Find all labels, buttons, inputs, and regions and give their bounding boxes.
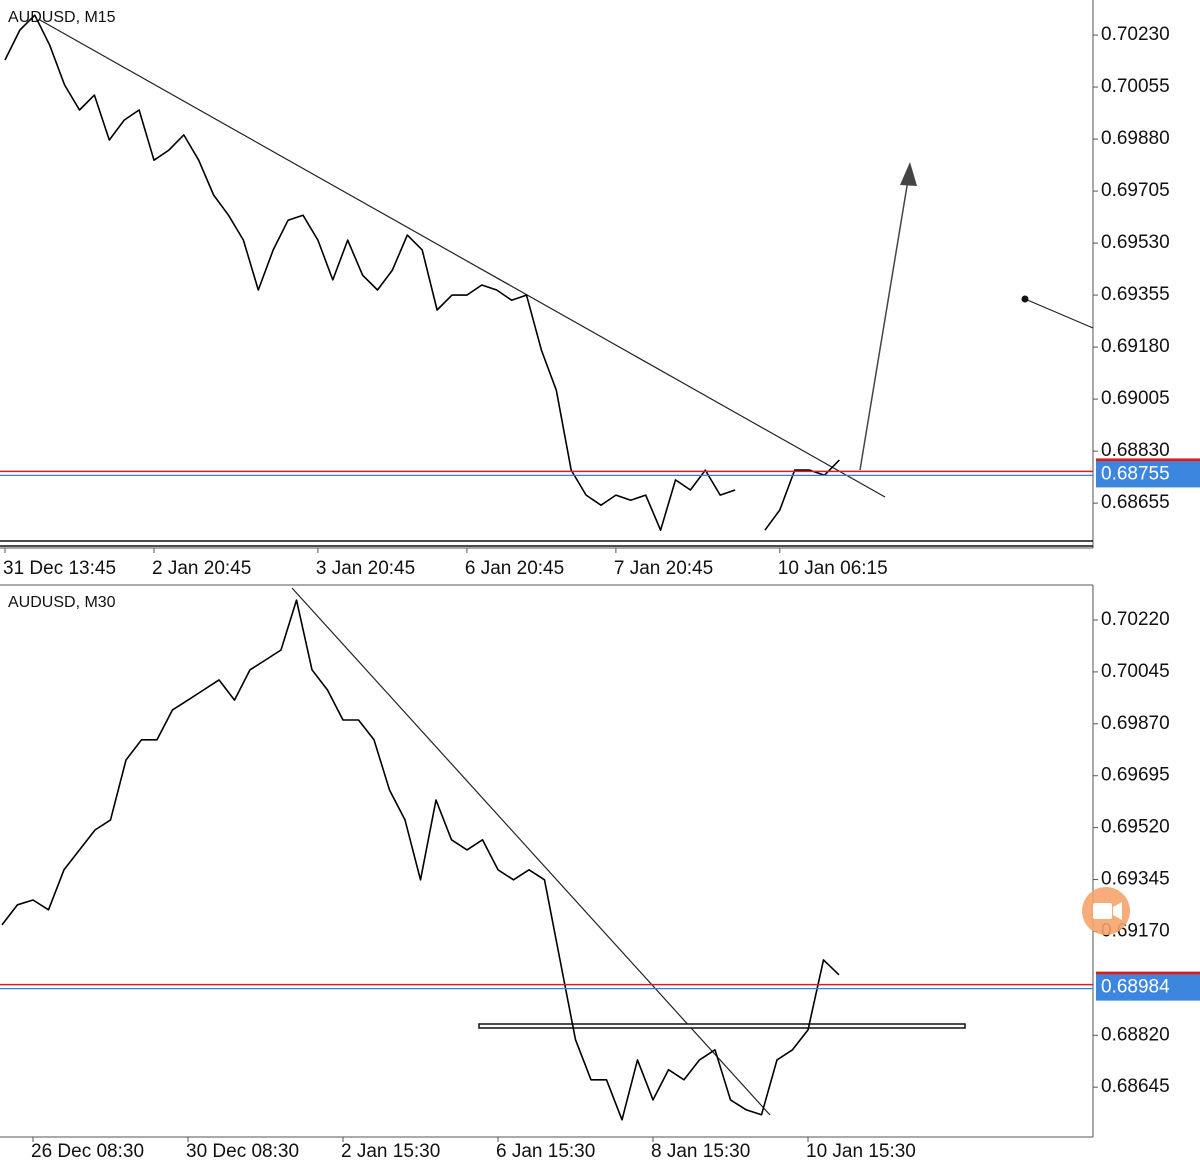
- y-tick-label: 0.69345: [1101, 869, 1170, 890]
- chart-title: AUDUSD, M15: [8, 9, 116, 26]
- y-tick-label: 0.69180: [1101, 336, 1170, 357]
- x-tick-label: 3 Jan 20:45: [316, 558, 415, 579]
- chart-layer: 0.70230 0.70055 0.69880 0.69705 0.69530 0.693…: [0, 14, 1200, 1162]
- price-line: [1, 599, 840, 1121]
- x-tick-label: 7 Jan 20:45: [614, 558, 713, 579]
- x-tick-label: 10 Jan 06:15: [778, 558, 888, 579]
- price-marker: [1096, 971, 1200, 975]
- y-tick-label: 0.70055: [1101, 76, 1170, 97]
- record-icon: [1093, 903, 1112, 919]
- record-icon: [1113, 902, 1122, 920]
- price-label: 0.68984: [1101, 977, 1170, 998]
- price-box: [1096, 461, 1200, 488]
- x-tick-label: 6 Jan 20:45: [465, 558, 564, 579]
- x-tick-label: 6 Jan 15:30: [496, 1141, 595, 1162]
- y-tick-label: 0.69355: [1101, 284, 1170, 305]
- y-tick-label: 0.68655: [1101, 492, 1170, 513]
- y-tick-label: 0.70220: [1101, 609, 1170, 630]
- y-tick-label: 0.68820: [1101, 1024, 1170, 1045]
- y-tick-label: 0.69705: [1101, 180, 1170, 201]
- y-tick-label: 0.70230: [1101, 24, 1170, 45]
- level-box: [478, 1023, 966, 1029]
- x-tick-label: 10 Jan 15:30: [806, 1141, 916, 1162]
- y-tick-label: 0.69005: [1101, 388, 1170, 409]
- price-label: 0.68755: [1101, 463, 1170, 484]
- y-tick-label: 0.70045: [1101, 661, 1170, 682]
- price-marker: [1096, 458, 1200, 462]
- x-tick-label: 26 Dec 08:30: [31, 1141, 144, 1162]
- price-box: [1096, 974, 1200, 1001]
- y-tick-label: 0.69530: [1101, 232, 1170, 253]
- x-tick-label: 31 Dec 13:45: [3, 558, 116, 579]
- anchor-dot: [1021, 295, 1029, 303]
- arrow-line: [859, 179, 909, 471]
- chart-title: AUDUSD, M30: [8, 594, 116, 611]
- x-tick-label: 30 Dec 08:30: [186, 1141, 299, 1162]
- arrow-head: [900, 162, 917, 186]
- y-tick-label: 0.69695: [1101, 765, 1170, 786]
- y-tick-label: 0.69880: [1101, 128, 1170, 149]
- trend-line: [1024, 298, 1094, 329]
- x-tick-label: 2 Jan 20:45: [152, 558, 251, 579]
- trend-line: [39, 19, 886, 498]
- y-tick-label: 0.68830: [1101, 440, 1170, 461]
- y-tick-label: 0.68645: [1101, 1076, 1170, 1097]
- price-line: [4, 14, 840, 531]
- y-tick-label: 0.69520: [1101, 817, 1170, 838]
- y-tick-label: 0.69870: [1101, 713, 1170, 734]
- x-tick-label: 2 Jan 15:30: [341, 1141, 440, 1162]
- x-tick-label: 8 Jan 15:30: [651, 1141, 750, 1162]
